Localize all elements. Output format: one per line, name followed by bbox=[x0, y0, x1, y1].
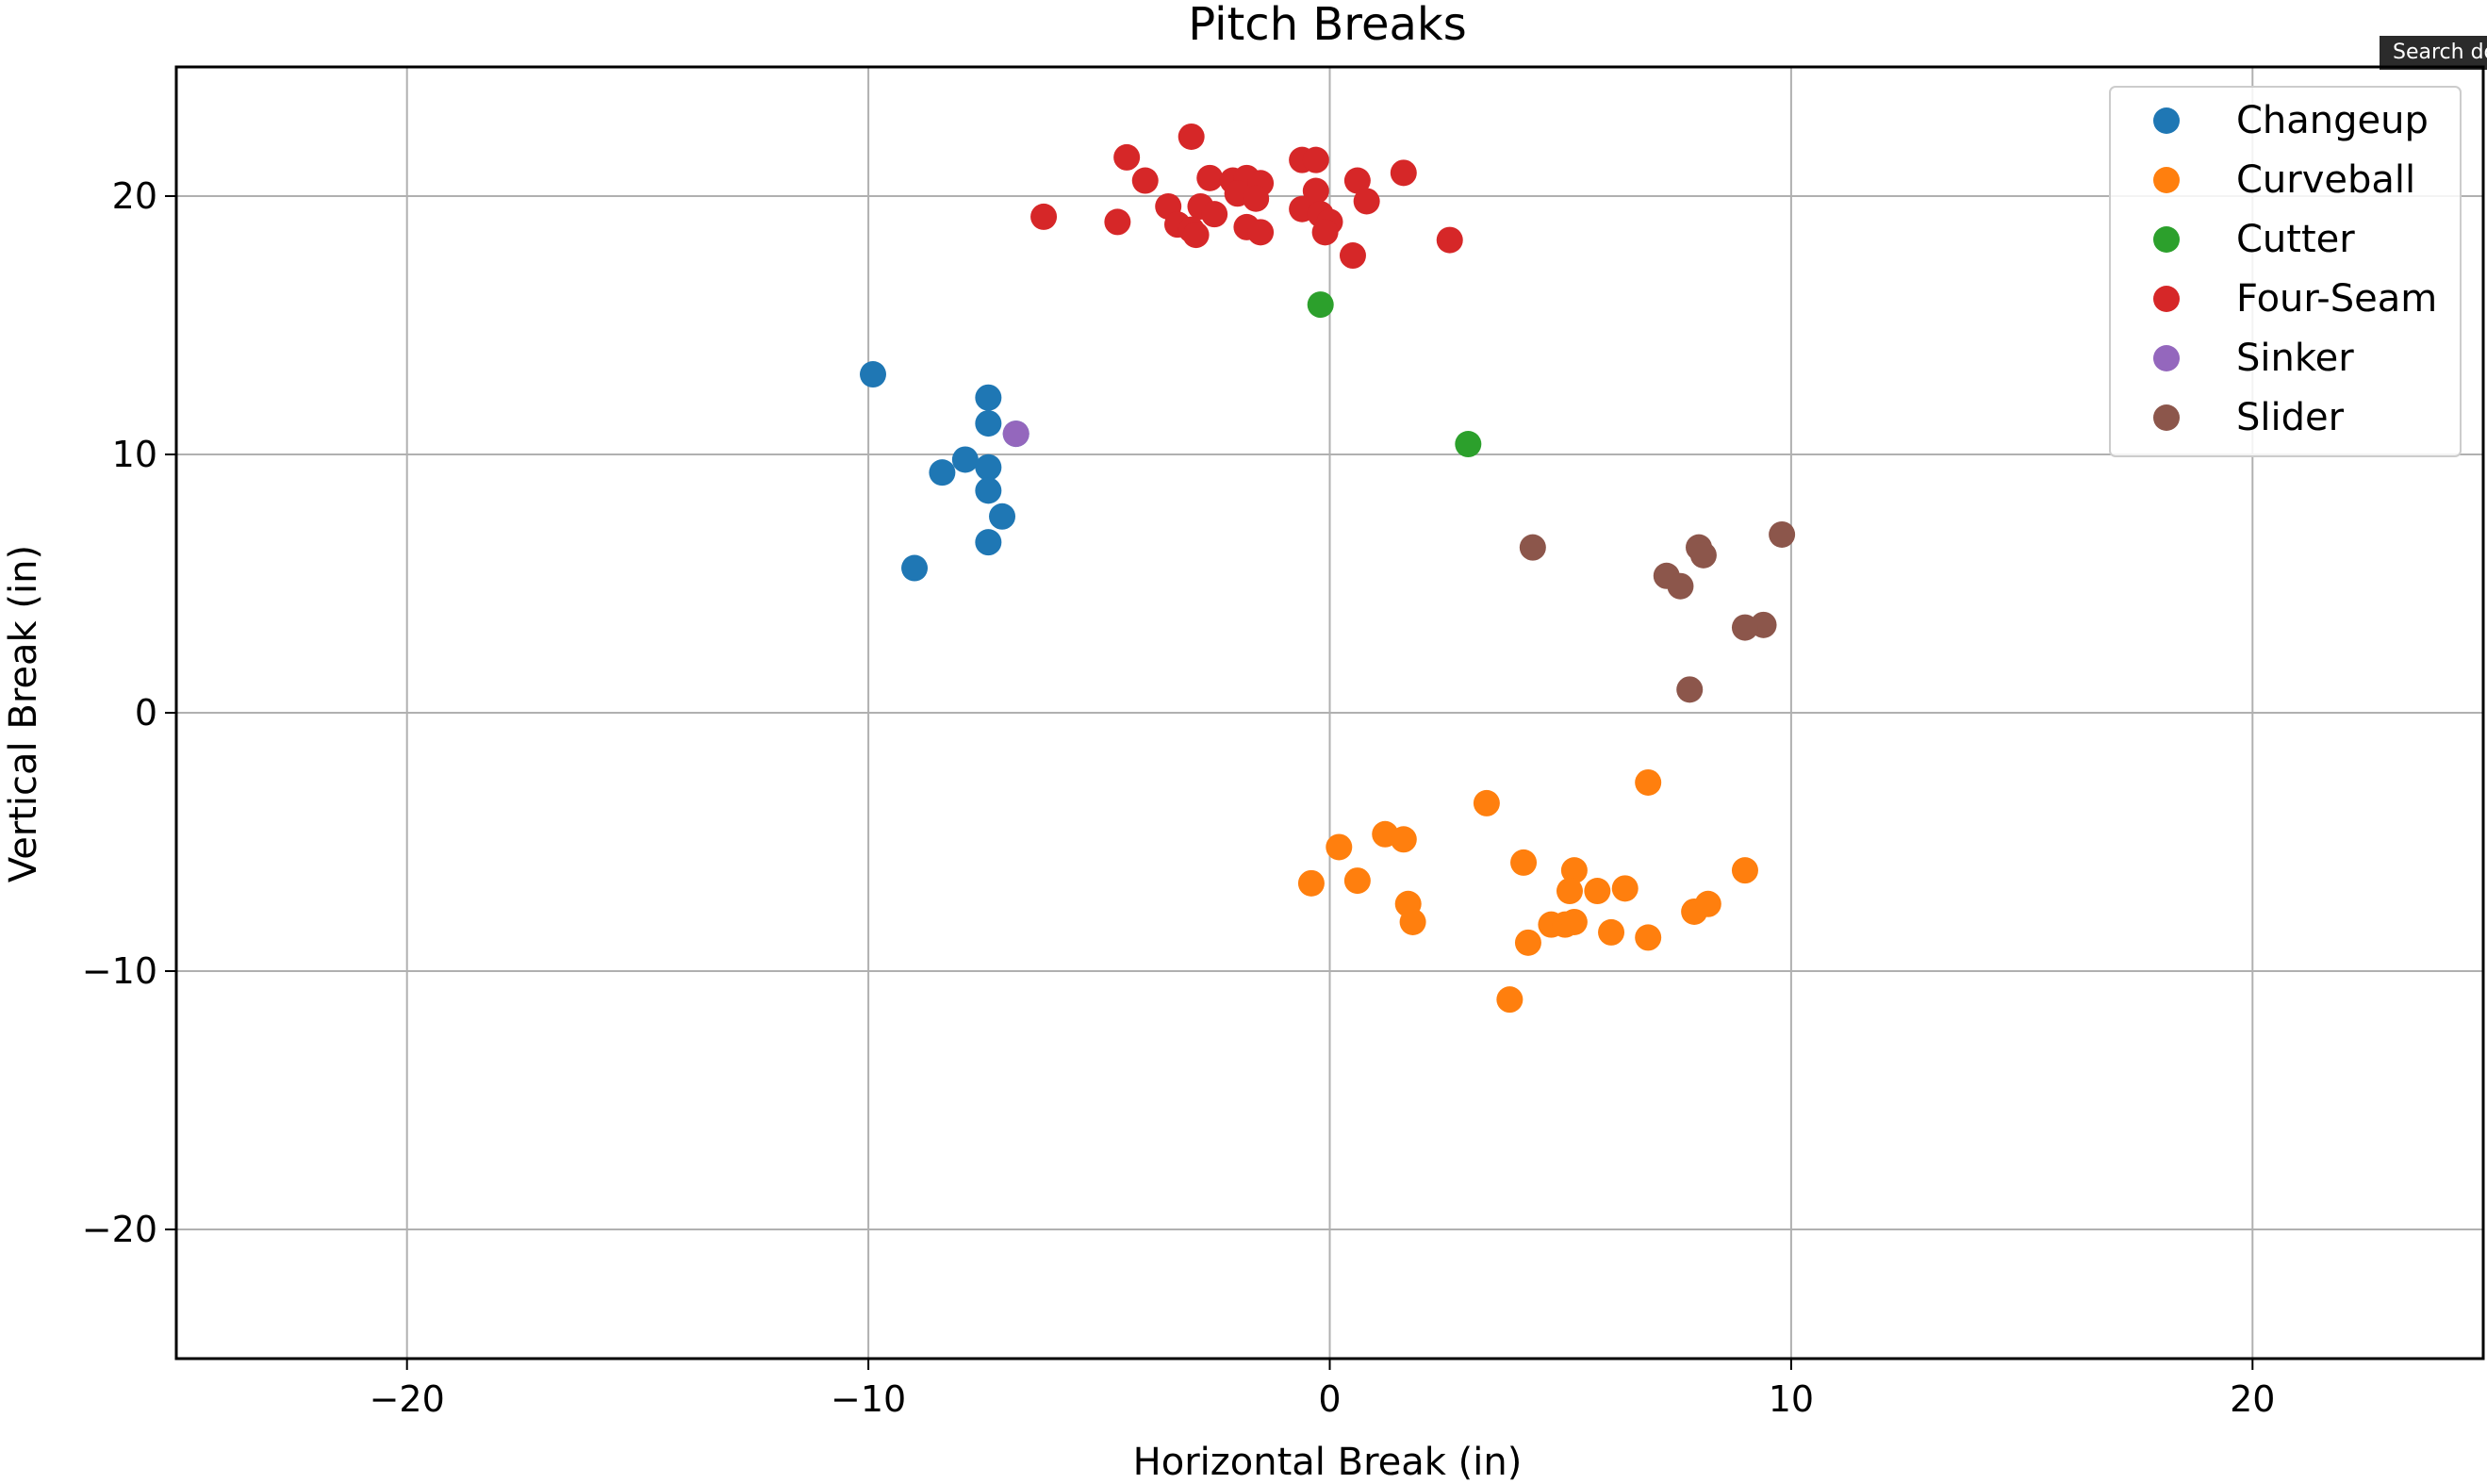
data-point bbox=[1584, 878, 1611, 905]
x-tick-label: 0 bbox=[1318, 1378, 1341, 1420]
data-point bbox=[1182, 222, 1210, 249]
y-tick-label: −20 bbox=[82, 1209, 157, 1250]
data-point bbox=[1399, 908, 1426, 935]
data-point bbox=[1731, 857, 1758, 884]
data-point bbox=[1769, 520, 1796, 548]
legend-label: Changeup bbox=[2236, 99, 2429, 142]
y-tick-label: −10 bbox=[82, 950, 157, 992]
data-point bbox=[1113, 143, 1141, 171]
y-tick-label: 0 bbox=[135, 692, 157, 734]
legend-label: Sinker bbox=[2236, 337, 2354, 380]
y-axis-label: Vertical Break (in) bbox=[2, 545, 45, 882]
data-point bbox=[1311, 219, 1339, 246]
data-point bbox=[1560, 908, 1588, 935]
legend-label: Curveball bbox=[2236, 158, 2415, 202]
data-point bbox=[1635, 924, 1662, 951]
legend-marker bbox=[2153, 226, 2180, 253]
legend-marker bbox=[2153, 345, 2180, 371]
data-point bbox=[1178, 123, 1205, 150]
x-tick-label: −20 bbox=[370, 1378, 445, 1420]
data-point bbox=[1343, 167, 1371, 194]
data-point bbox=[1297, 869, 1325, 897]
data-point bbox=[1243, 185, 1270, 212]
data-point bbox=[1731, 614, 1758, 641]
legend: Changeup Curveball Cutter Four-Seam Sinker Sl… bbox=[2109, 86, 2462, 457]
data-point bbox=[1326, 833, 1353, 861]
data-point bbox=[1514, 929, 1541, 956]
data-point bbox=[1689, 541, 1717, 569]
data-point bbox=[929, 459, 956, 486]
chart-title: Pitch Breaks bbox=[1188, 0, 1466, 51]
data-point bbox=[1307, 291, 1334, 319]
data-point bbox=[1201, 201, 1228, 228]
y-tick-label: 10 bbox=[112, 434, 157, 475]
series-cutter bbox=[1307, 291, 1482, 458]
legend-marker bbox=[2153, 404, 2180, 431]
data-point bbox=[1131, 167, 1159, 194]
legend-label: Four-Seam bbox=[2236, 277, 2437, 321]
data-point bbox=[1390, 159, 1417, 187]
y-axis-ticks: −20 −10 0 10 20 bbox=[82, 175, 176, 1250]
x-tick-label: 10 bbox=[1769, 1378, 1814, 1420]
data-point bbox=[975, 453, 1002, 481]
data-point bbox=[975, 529, 1002, 556]
legend-marker bbox=[2153, 107, 2180, 134]
legend-frame bbox=[2109, 86, 2462, 457]
data-point bbox=[1519, 534, 1546, 561]
data-point bbox=[989, 503, 1016, 530]
data-point bbox=[1598, 918, 1625, 946]
search-docs-tooltip: Search docs bbox=[2380, 36, 2487, 70]
data-point bbox=[975, 477, 1002, 504]
data-point bbox=[1676, 676, 1704, 703]
data-point bbox=[1473, 789, 1500, 816]
x-tick-label: −10 bbox=[831, 1378, 906, 1420]
data-point bbox=[1560, 857, 1588, 884]
data-point bbox=[1556, 878, 1583, 905]
data-point bbox=[1302, 146, 1329, 173]
data-point bbox=[1694, 890, 1721, 917]
series-changeup bbox=[859, 361, 1029, 582]
data-point bbox=[1196, 164, 1224, 191]
data-point bbox=[1496, 986, 1523, 1014]
data-point bbox=[1339, 242, 1366, 270]
legend-marker bbox=[2153, 286, 2180, 312]
data-point bbox=[859, 361, 886, 388]
x-tick-label: 20 bbox=[2230, 1378, 2275, 1420]
y-tick-label: 20 bbox=[112, 175, 157, 217]
data-point bbox=[1030, 203, 1058, 230]
series-curveball bbox=[1297, 768, 1758, 1014]
legend-label: Slider bbox=[2236, 396, 2345, 439]
data-point bbox=[1611, 875, 1639, 902]
series-slider bbox=[1519, 520, 1796, 703]
series-sinker bbox=[1002, 420, 1029, 448]
data-point bbox=[1343, 867, 1371, 895]
x-axis-label: Horizontal Break (in) bbox=[1133, 1441, 1523, 1484]
data-point bbox=[975, 384, 1002, 411]
legend-marker bbox=[2153, 167, 2180, 193]
series-four-seam bbox=[1030, 123, 1463, 270]
data-point bbox=[1302, 177, 1329, 205]
data-point bbox=[1247, 219, 1275, 246]
data-point bbox=[951, 446, 979, 473]
data-point bbox=[975, 410, 1002, 437]
legend-label: Cutter bbox=[2236, 218, 2355, 261]
data-point bbox=[1390, 826, 1417, 853]
data-point bbox=[1436, 226, 1463, 254]
data-point bbox=[1104, 208, 1131, 236]
data-point bbox=[1510, 849, 1538, 876]
data-points bbox=[859, 123, 1796, 1014]
data-point bbox=[1002, 420, 1029, 448]
data-point bbox=[1353, 188, 1380, 215]
data-point bbox=[1667, 572, 1694, 600]
data-point bbox=[1455, 431, 1482, 458]
x-axis-ticks: −20 −10 0 10 20 bbox=[370, 1359, 2275, 1420]
data-point bbox=[1635, 768, 1662, 796]
data-point bbox=[901, 554, 929, 582]
